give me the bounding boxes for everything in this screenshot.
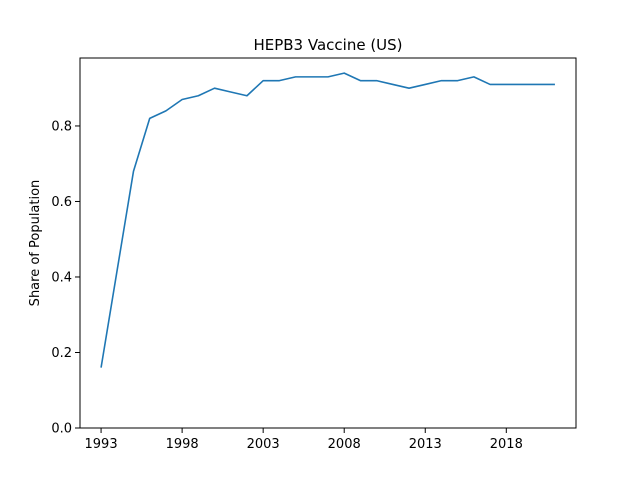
x-axis: 1993 1998 2003 2008 2013 2018: [85, 428, 523, 452]
y-tick-label: 0.8: [51, 119, 72, 134]
x-tick-label: 2013: [409, 437, 442, 452]
x-tick-label: 1998: [166, 437, 199, 452]
y-axis-label: Share of Population: [28, 180, 43, 307]
x-tick-label: 2008: [328, 437, 361, 452]
plot-frame: [79, 57, 577, 429]
y-axis: 0.0 0.2 0.4 0.6 0.8: [51, 119, 80, 437]
plot-area: [100, 72, 555, 368]
y-tick-label: 0.2: [51, 346, 72, 361]
x-tick-label: 1993: [85, 437, 118, 452]
y-tick-label: 0.0: [51, 422, 72, 437]
chart-title: HEPB3 Vaccine (US): [253, 36, 402, 54]
y-tick-label: 0.4: [51, 270, 72, 285]
x-tick-label: 2018: [490, 437, 523, 452]
x-tick-label: 2003: [247, 437, 280, 452]
series-line: [100, 72, 555, 368]
y-tick-label: 0.6: [51, 195, 72, 210]
